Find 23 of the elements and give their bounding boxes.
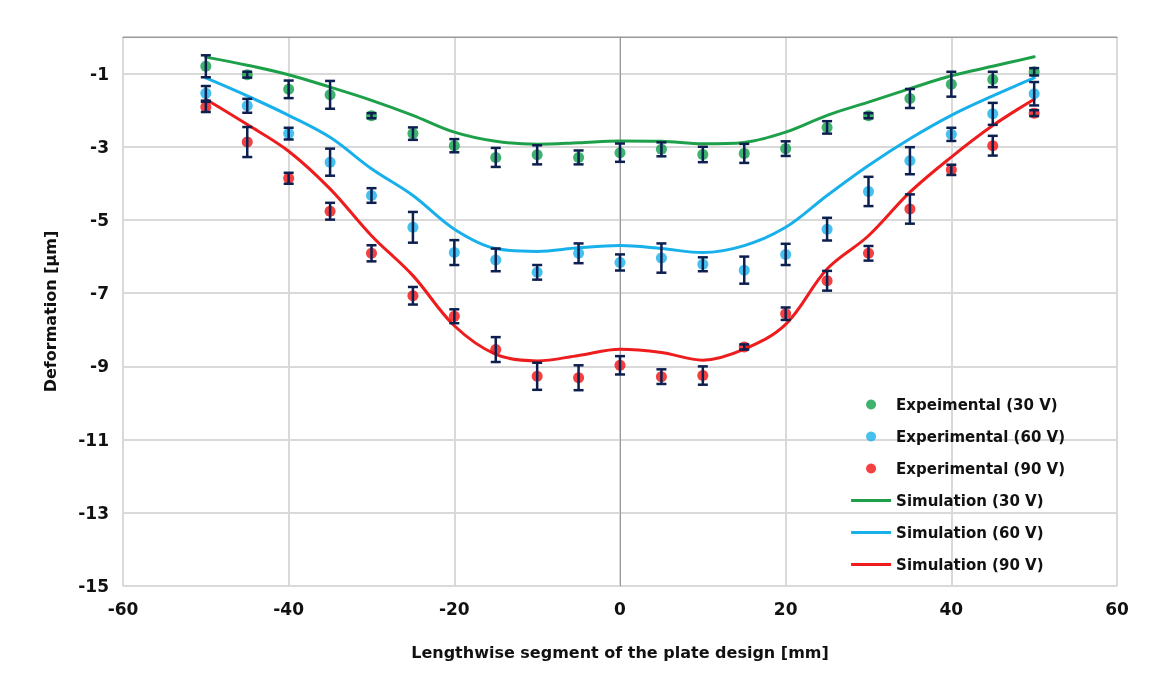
y-tick-label: -5 bbox=[90, 210, 109, 230]
x-tick-label: -60 bbox=[107, 598, 139, 619]
y-tick-label: -7 bbox=[90, 283, 109, 304]
legend-label: Simulation (30 V) bbox=[896, 491, 1044, 510]
x-tick-label: -20 bbox=[438, 598, 470, 619]
legend-label: Experimental (90 V) bbox=[896, 459, 1066, 478]
x-axis-title: Lengthwise segment of the plate design [mm] bbox=[411, 642, 829, 662]
y-tick-label: -11 bbox=[78, 429, 109, 450]
legend-label: Expeimental (30 V) bbox=[896, 395, 1058, 414]
x-tick-label: 0 bbox=[614, 598, 627, 619]
x-tick-label: 20 bbox=[773, 598, 798, 619]
y-tick-label: -9 bbox=[90, 356, 109, 377]
legend-label: Simulation (60 V) bbox=[896, 523, 1044, 542]
x-tick-label: 40 bbox=[939, 598, 964, 619]
y-tick-label: -13 bbox=[78, 502, 109, 523]
legend-label: Experimental (60 V) bbox=[896, 427, 1066, 446]
y-tick-label: -3 bbox=[90, 136, 109, 157]
x-tick-label: -40 bbox=[273, 598, 305, 619]
y-axis-title: Deformation [µm] bbox=[40, 230, 60, 393]
y-tick-label: -15 bbox=[78, 576, 109, 596]
legend-label: Simulation (90 V) bbox=[896, 555, 1044, 574]
x-tick-label: 60 bbox=[1105, 598, 1129, 619]
y-tick-label: -1 bbox=[90, 63, 109, 84]
